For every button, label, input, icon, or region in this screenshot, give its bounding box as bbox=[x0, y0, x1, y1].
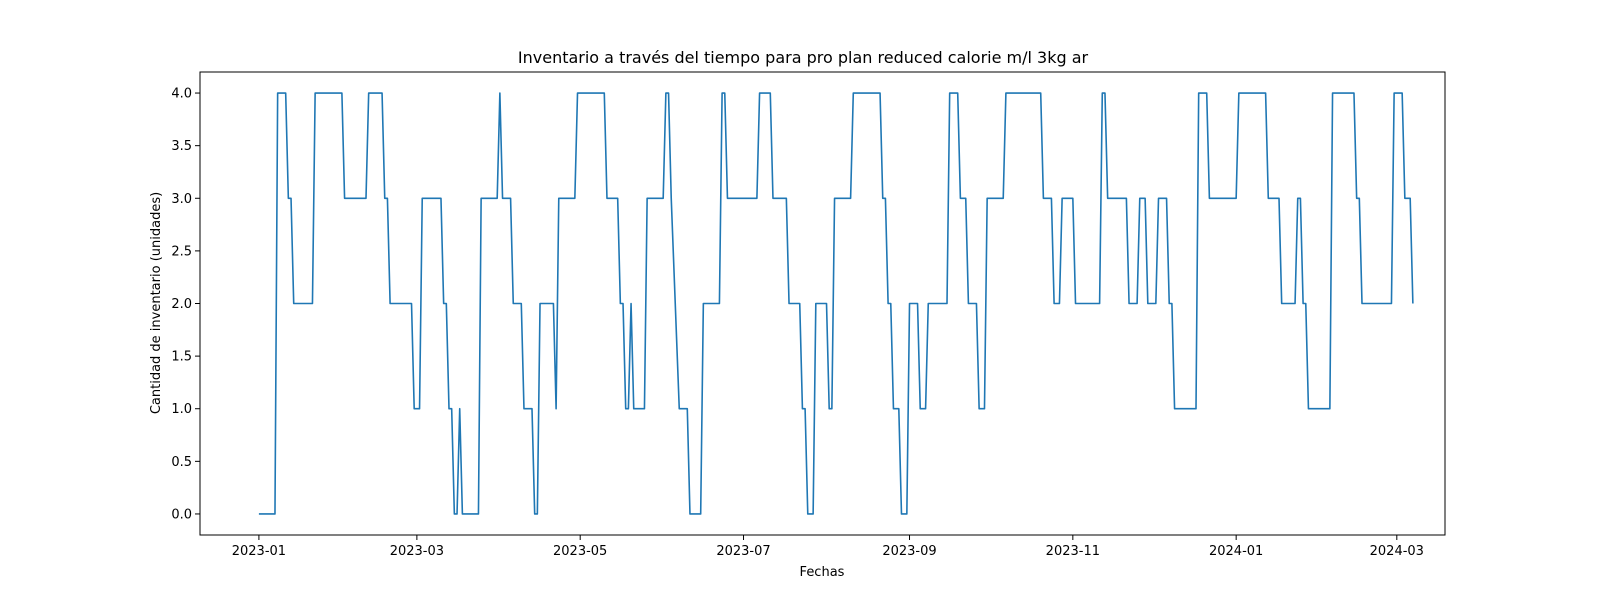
x-tick-label: 2023-07 bbox=[716, 544, 770, 559]
x-tick-label: 2024-01 bbox=[1209, 544, 1263, 559]
x-tick-label: 2023-05 bbox=[553, 544, 607, 559]
y-axis-label: Cantidad de inventario (unidades) bbox=[149, 192, 164, 414]
x-tick-label: 2023-09 bbox=[882, 544, 936, 559]
x-tick-label: 2023-11 bbox=[1046, 544, 1100, 559]
y-tick-label: 0.0 bbox=[171, 507, 192, 522]
y-tick-label: 1.5 bbox=[171, 350, 192, 365]
x-axis: 2023-01 2023-03 2023-05 2023-07 2023-09 2023-… bbox=[232, 535, 1424, 559]
x-tick-label: 2023-03 bbox=[390, 544, 444, 559]
y-tick-label: 0.5 bbox=[171, 455, 192, 470]
y-tick-label: 4.0 bbox=[171, 87, 192, 102]
chart-title: Inventario a través del tiempo para pro … bbox=[518, 48, 1089, 67]
series-layer bbox=[258, 92, 1414, 515]
y-axis: 0.0 0.5 1.0 1.5 2.0 2.5 3.0 3.5 4.0 bbox=[171, 87, 200, 522]
x-axis-label: Fechas bbox=[800, 565, 845, 580]
y-tick-label: 3.0 bbox=[171, 192, 192, 207]
y-tick-label: 2.5 bbox=[171, 244, 192, 259]
x-tick-label: 2023-01 bbox=[232, 544, 286, 559]
x-tick-label: 2024-03 bbox=[1370, 544, 1424, 559]
series-line bbox=[258, 92, 1414, 515]
y-tick-label: 2.0 bbox=[171, 297, 192, 312]
y-tick-label: 3.5 bbox=[171, 139, 192, 154]
y-tick-label: 1.0 bbox=[171, 402, 192, 417]
